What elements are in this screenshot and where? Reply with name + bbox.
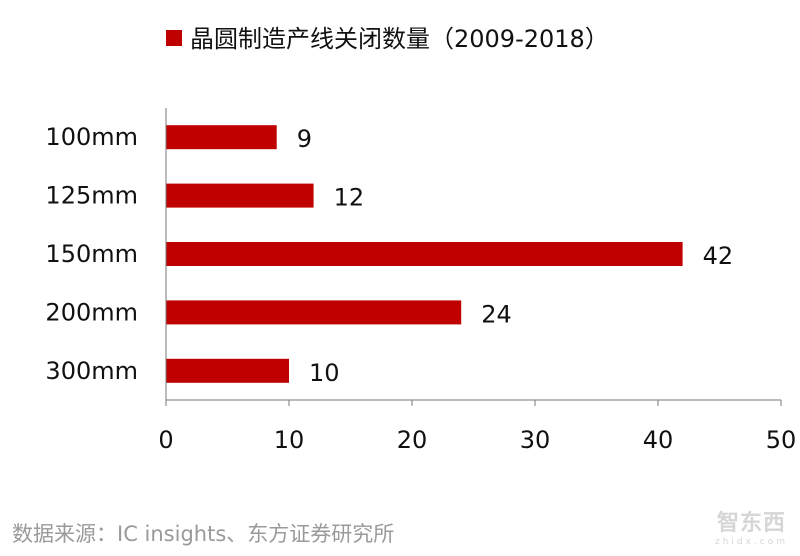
data-label: 10 — [309, 359, 340, 387]
x-tick-label: 0 — [158, 426, 173, 454]
bar — [166, 125, 277, 150]
bar — [166, 358, 289, 383]
category-label: 300mm — [45, 357, 138, 385]
category-label: 100mm — [45, 123, 138, 151]
x-tick-label: 40 — [643, 426, 674, 454]
bar — [166, 183, 314, 208]
data-label: 24 — [481, 300, 512, 328]
x-tick-label: 30 — [520, 426, 551, 454]
category-label: 125mm — [45, 182, 138, 210]
category-label: 150mm — [45, 240, 138, 268]
data-label: 9 — [297, 125, 312, 153]
legend-label: 晶圆制造产线关闭数量（2009-2018） — [190, 25, 609, 53]
x-tick-label: 50 — [766, 426, 797, 454]
data-label: 42 — [703, 242, 734, 270]
bar — [166, 242, 683, 266]
x-tick-label: 20 — [397, 426, 428, 454]
bar — [166, 300, 462, 325]
category-label: 200mm — [45, 298, 138, 326]
source-note: 数据来源：IC insights、东方证券研究所 — [12, 522, 395, 546]
x-tick-label: 10 — [274, 426, 305, 454]
watermark-logo: 智东西 zhidx.com — [714, 511, 788, 547]
legend-swatch — [166, 30, 182, 46]
data-label: 12 — [334, 184, 365, 212]
